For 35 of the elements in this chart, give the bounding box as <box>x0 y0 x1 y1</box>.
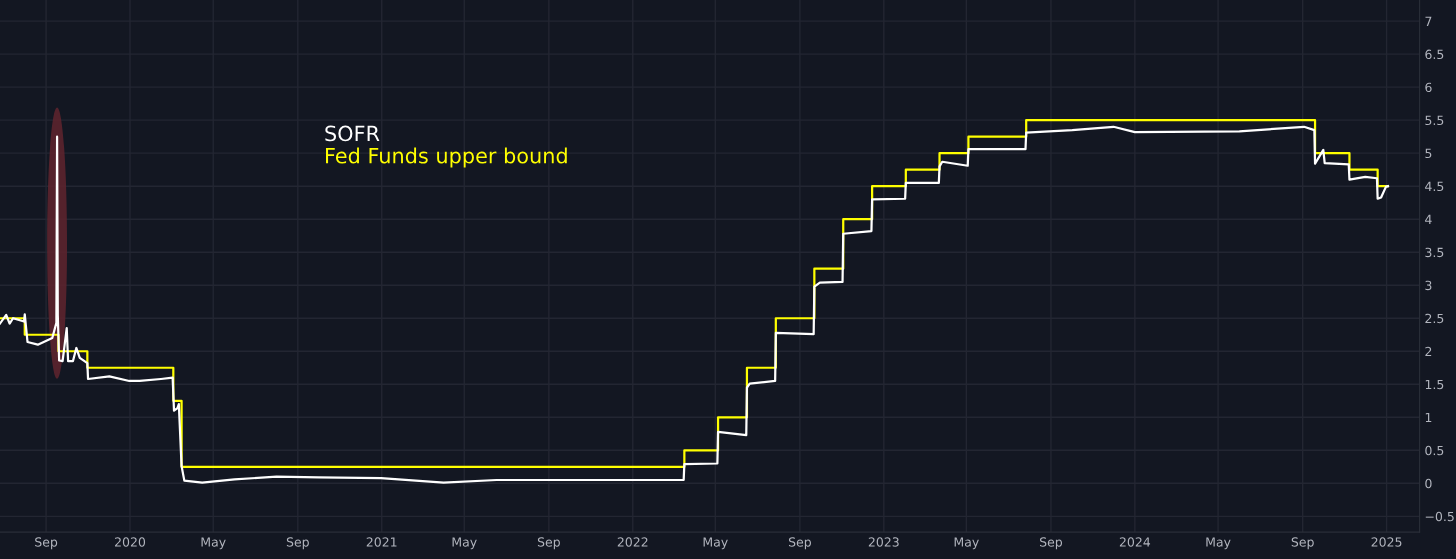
x-tick-label: 2020 <box>115 537 146 547</box>
y-tick-label: 2.5 <box>1425 313 1444 324</box>
x-tick-label: Sep <box>1291 537 1314 550</box>
y-tick-label: 6.5 <box>1425 49 1444 60</box>
y-tick-label: 5.5 <box>1425 115 1444 126</box>
y-tick-label: 5 <box>1425 148 1432 159</box>
x-tick-label: Sep <box>286 537 309 550</box>
x-tick-label: May <box>703 537 728 550</box>
y-tick-label: 2 <box>1425 346 1432 357</box>
x-tick-label: 2025 <box>1371 537 1402 547</box>
x-tick-label: 2023 <box>868 537 899 547</box>
text: SOFR <box>325 125 380 142</box>
y-tick-label: 4.5 <box>1425 181 1444 192</box>
y-tick-label: 0 <box>1425 478 1432 489</box>
y-tick-label: 1.5 <box>1425 379 1444 390</box>
y-tick-label: 3.5 <box>1425 247 1444 258</box>
y-tick-label: 3 <box>1425 280 1432 291</box>
y-tick-label: 4 <box>1425 214 1432 224</box>
text: Fed Funds upper bound <box>326 147 567 168</box>
x-tick-label: 2024 <box>1119 537 1151 547</box>
x-tick-label: Sep <box>788 537 811 550</box>
y-tick-label: 6 <box>1425 82 1432 93</box>
x-tick-label: May <box>201 537 226 550</box>
x-tick-label: Sep <box>537 537 560 550</box>
y-tick-label: 0.5 <box>1425 445 1444 456</box>
x-tick-label: May <box>452 537 477 550</box>
y-tick-label: −0.5 <box>1425 511 1454 522</box>
x-tick-label: Sep <box>1039 537 1063 550</box>
x-tick-label: May <box>954 537 979 550</box>
x-tick-label: 2021 <box>366 537 397 547</box>
x-tick-label: Sep <box>35 537 58 550</box>
x-tick-label: May <box>1206 537 1231 550</box>
y-tick-label: 7 <box>1425 16 1432 26</box>
x-tick-label: 2022 <box>617 537 648 547</box>
y-tick-label: 1 <box>1425 412 1432 423</box>
